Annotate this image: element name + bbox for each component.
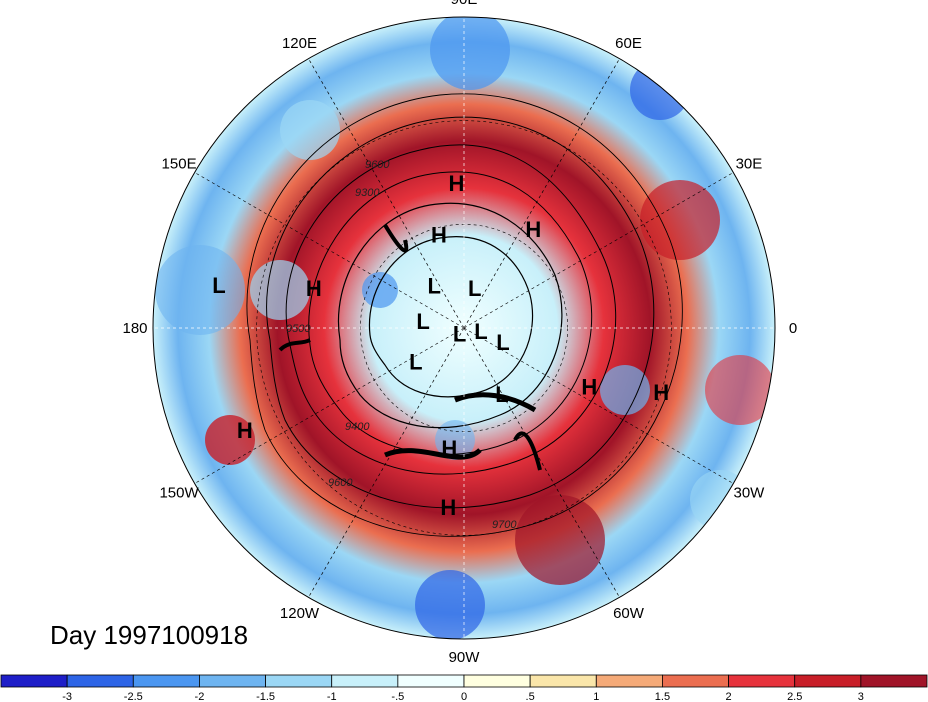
meridian-line [463,58,620,329]
low-pressure-marker: L [496,330,509,355]
longitude-label: 120E [282,35,317,52]
meridian-line [463,172,734,329]
high-pressure-marker: H [306,276,322,301]
low-pressure-marker: L [474,319,487,344]
colorbar-swatch [331,674,399,688]
longitude-label: 120W [280,605,320,622]
contour-label: 9300 [355,187,380,199]
graticule [153,17,775,639]
high-pressure-marker: H [237,418,253,443]
high-pressure-marker: H [440,495,456,520]
high-pressure-marker: H [448,171,464,196]
colorbar-swatch [397,674,465,688]
longitude-label: 180 [122,320,147,337]
colorbar-swatch [66,674,134,688]
colorbar-swatch [132,674,200,688]
longitude-label: 60E [615,35,642,52]
height-contours [246,93,683,537]
high-pressure-marker: H [581,374,597,399]
contour-label: 9600 [365,159,390,171]
meridian-line [308,58,465,329]
longitude-label: 90E [451,0,478,8]
high-pressure-marker: H [441,436,457,461]
colorbar-tick-label: 2 [726,691,732,702]
colorbar-swatch [794,674,862,688]
contour-label: 9600 [328,477,353,489]
longitude-label: 30E [736,156,763,173]
longitude-label: 60W [613,605,645,622]
date-label: Day 1997100918 [50,620,249,650]
meridian-line [308,327,465,598]
high-pressure-marker: H [431,223,447,248]
colorbar-tick-label: 3 [858,691,864,702]
colorbar-tick-label: -2.5 [124,691,143,702]
colorbar-tick-label: -.5 [391,691,404,702]
low-pressure-marker: L [468,276,481,301]
colorbar-swatch [463,674,531,688]
longitude-labels: 90E 60E 30E 0 30W 60W 90W 120W 150W 180 150E 120E [122,0,797,666]
colorbar-swatch [529,674,597,688]
colorbar: -3 -2.5 -2 -1.5 -1 -.5 0 .5 1 1.5 2 2.5 3 [0,674,928,702]
meridian-line [194,327,465,484]
colorbar-tick-label: .5 [526,691,535,702]
contour-label: 9700 [492,519,517,531]
contour-labels: 9600 9300 9500 9600 9400 9700 [286,159,517,531]
colorbar-swatch [0,674,68,688]
colorbar-swatch [265,674,333,688]
longitude-label: 90W [449,649,481,666]
map-boundary [152,16,776,640]
longitude-label: 0 [789,320,797,337]
colorbar-tick-label: -1.5 [256,691,275,702]
meridian-line [463,327,734,484]
low-pressure-marker: L [428,274,441,299]
colorbar-swatch [595,674,663,688]
high-pressure-marker: H [653,380,669,405]
latitude-circle [256,120,672,536]
meridian-line [194,172,465,329]
low-pressure-marker: L [453,321,466,346]
contour-label: 9500 [286,323,311,335]
high-pressure-marker: H [525,217,541,242]
colorbar-tick-label: 0 [461,691,467,702]
colorbar-tick-label: 2.5 [787,691,802,702]
low-pressure-marker: L [409,350,422,375]
colorbar-tick-label: 1 [593,691,599,702]
polar-map: 9600 9300 9500 9600 9400 9700 90E 60E 30E 0… [122,0,797,666]
colorbar-tick-label: -1 [327,691,337,702]
meridian-line [463,327,620,598]
colorbar-swatch [860,674,928,688]
low-pressure-marker: L [212,273,225,298]
colorbar-tick-label: -3 [62,691,72,702]
longitude-label: 150E [162,156,197,173]
low-pressure-marker: L [416,309,429,334]
low-pressure-marker: L [495,382,508,407]
colorbar-ticks: -3 -2.5 -2 -1.5 -1 -.5 0 .5 1 1.5 2 2.5 3 [62,691,864,702]
colorbar-swatch [662,674,729,688]
colorbar-tick-label: 1.5 [655,691,670,702]
colorbar-tick-label: -2 [195,691,205,702]
longitude-label: 150W [159,485,199,502]
contour-label: 9400 [345,421,370,433]
colorbar-swatch [199,674,266,688]
colorbar-boxes [0,674,928,688]
longitude-label: 30W [734,485,766,502]
colorbar-swatch [728,674,796,688]
